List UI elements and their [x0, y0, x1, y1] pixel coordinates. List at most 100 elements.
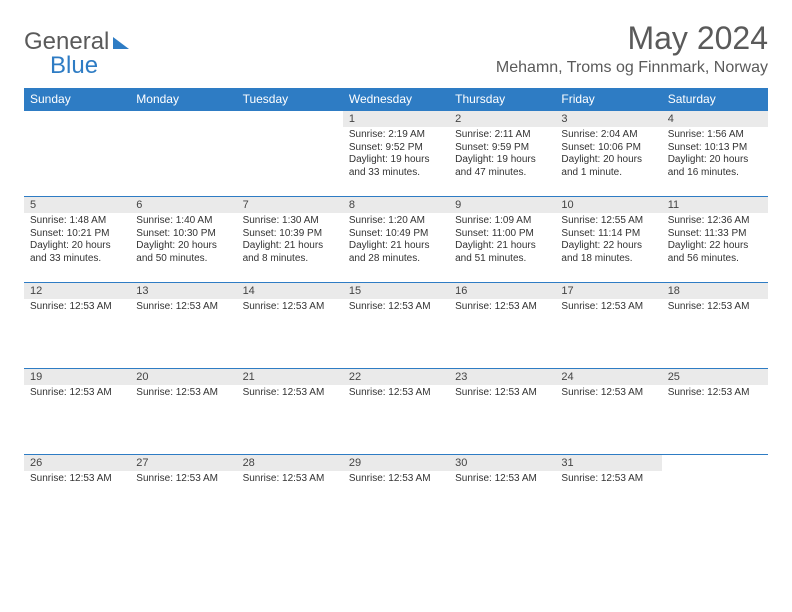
calendar-week-row: 26Sunrise: 12:53 AM27Sunrise: 12:53 AM28… [24, 455, 768, 541]
day-body: Sunrise: 12:53 AM [24, 299, 130, 318]
day-number: 12 [24, 283, 130, 299]
day-info-line: Sunrise: 12:53 AM [349, 301, 443, 314]
day-body: Sunrise: 1:40 AMSunset: 10:30 PMDaylight… [130, 213, 236, 269]
calendar-week-row: 12Sunrise: 12:53 AM13Sunrise: 12:53 AM14… [24, 283, 768, 369]
day-info-line: Daylight: 21 hours [349, 240, 443, 253]
day-body: Sunrise: 12:53 AM [130, 299, 236, 318]
day-number: 7 [237, 197, 343, 213]
day-info-line: Sunrise: 12:53 AM [136, 473, 230, 486]
day-number: 17 [555, 283, 661, 299]
day-info-line: and 47 minutes. [455, 167, 549, 180]
day-number: 24 [555, 369, 661, 385]
day-info-line: Sunrise: 1:56 AM [668, 129, 762, 142]
calendar-week-row: 5Sunrise: 1:48 AMSunset: 10:21 PMDayligh… [24, 197, 768, 283]
day-body: Sunrise: 1:30 AMSunset: 10:39 PMDaylight… [237, 213, 343, 269]
day-body: Sunrise: 12:53 AM [130, 471, 236, 490]
day-info-line: Sunrise: 12:36 AM [668, 215, 762, 228]
title-block: May 2024 Mehamn, Troms og Finnmark, Norw… [496, 20, 768, 77]
day-info-line: Daylight: 20 hours [136, 240, 230, 253]
day-body: Sunrise: 12:53 AM [237, 299, 343, 318]
calendar-day-cell: 6Sunrise: 1:40 AMSunset: 10:30 PMDayligh… [130, 197, 236, 283]
day-number: 31 [555, 455, 661, 471]
day-info-line: and 51 minutes. [455, 253, 549, 266]
day-info-line: Sunrise: 12:53 AM [243, 387, 337, 400]
day-info-line: Sunrise: 1:09 AM [455, 215, 549, 228]
day-info-line: Sunset: 10:06 PM [561, 142, 655, 155]
day-info-line: Sunrise: 12:53 AM [455, 473, 549, 486]
day-body: Sunrise: 1:56 AMSunset: 10:13 PMDaylight… [662, 127, 768, 183]
day-number: 13 [130, 283, 236, 299]
day-info-line: Daylight: 21 hours [455, 240, 549, 253]
calendar-day-cell: 18Sunrise: 12:53 AM [662, 283, 768, 369]
calendar-week-row: 19Sunrise: 12:53 AM20Sunrise: 12:53 AM21… [24, 369, 768, 455]
day-info-line: Daylight: 22 hours [561, 240, 655, 253]
day-info-line: Sunset: 10:13 PM [668, 142, 762, 155]
weekday-header-row: SundayMondayTuesdayWednesdayThursdayFrid… [24, 88, 768, 111]
weekday-header-cell: Sunday [24, 88, 130, 111]
day-body: Sunrise: 12:53 AM [237, 385, 343, 404]
day-body [662, 459, 768, 465]
day-number: 1 [343, 111, 449, 127]
day-body: Sunrise: 12:53 AM [449, 385, 555, 404]
day-info-line: Sunrise: 12:53 AM [561, 473, 655, 486]
day-number: 6 [130, 197, 236, 213]
calendar-day-cell: 3Sunrise: 2:04 AMSunset: 10:06 PMDayligh… [555, 111, 661, 197]
day-info-line: Sunrise: 2:04 AM [561, 129, 655, 142]
day-info-line: Sunset: 9:59 PM [455, 142, 549, 155]
calendar-day-cell: 11Sunrise: 12:36 AMSunset: 11:33 PMDayli… [662, 197, 768, 283]
calendar-day-cell: 8Sunrise: 1:20 AMSunset: 10:49 PMDayligh… [343, 197, 449, 283]
day-info-line: Sunset: 11:14 PM [561, 228, 655, 241]
day-body: Sunrise: 12:53 AM [24, 385, 130, 404]
day-number: 29 [343, 455, 449, 471]
calendar-day-cell: 31 Sunrise: 12:53 AM [555, 455, 661, 541]
day-number: 26 [24, 455, 130, 471]
day-info-line: Sunrise: 12:53 AM [243, 473, 337, 486]
calendar-day-cell: 30 Sunrise: 12:53 AM [449, 455, 555, 541]
day-info-line: Sunrise: 12:53 AM [561, 301, 655, 314]
calendar-day-cell: 29 Sunrise: 12:53 AM [343, 455, 449, 541]
calendar-day-cell: 4Sunrise: 1:56 AMSunset: 10:13 PMDayligh… [662, 111, 768, 197]
day-number: 27 [130, 455, 236, 471]
day-info-line: Sunrise: 12:53 AM [30, 387, 124, 400]
calendar-day-cell: 7Sunrise: 1:30 AMSunset: 10:39 PMDayligh… [237, 197, 343, 283]
calendar-day-cell: 2Sunrise: 2:11 AMSunset: 9:59 PMDaylight… [449, 111, 555, 197]
day-number: 14 [237, 283, 343, 299]
day-number: 15 [343, 283, 449, 299]
calendar-day-cell [130, 111, 236, 197]
calendar-day-cell [237, 111, 343, 197]
day-info-line: Sunrise: 1:40 AM [136, 215, 230, 228]
day-info-line: and 8 minutes. [243, 253, 337, 266]
month-title: May 2024 [496, 20, 768, 57]
day-body: Sunrise: 12:53 AM [449, 299, 555, 318]
location-subtitle: Mehamn, Troms og Finnmark, Norway [496, 59, 768, 77]
weekday-header-cell: Tuesday [237, 88, 343, 111]
calendar-day-cell [662, 455, 768, 541]
calendar-table: SundayMondayTuesdayWednesdayThursdayFrid… [24, 88, 768, 541]
day-info-line: and 56 minutes. [668, 253, 762, 266]
day-info-line: Sunrise: 12:53 AM [455, 387, 549, 400]
day-info-line: Sunset: 11:33 PM [668, 228, 762, 241]
day-number: 30 [449, 455, 555, 471]
day-body: Sunrise: 12:53 AM [662, 299, 768, 318]
day-body: Sunrise: 12:53 AM [555, 385, 661, 404]
brand-logo: General Blue [24, 20, 129, 80]
day-info-line: Daylight: 20 hours [668, 154, 762, 167]
day-number: 19 [24, 369, 130, 385]
day-info-line: Sunrise: 1:30 AM [243, 215, 337, 228]
day-body: Sunrise: 12:53 AM [449, 471, 555, 490]
weekday-header-cell: Saturday [662, 88, 768, 111]
day-number: 16 [449, 283, 555, 299]
day-number: 3 [555, 111, 661, 127]
brand-triangle-icon [113, 37, 129, 49]
day-info-line: Sunrise: 1:20 AM [349, 215, 443, 228]
day-info-line: Daylight: 21 hours [243, 240, 337, 253]
day-info-line: Sunrise: 12:53 AM [243, 301, 337, 314]
day-info-line: Sunrise: 12:53 AM [349, 473, 443, 486]
day-info-line: Sunset: 10:21 PM [30, 228, 124, 241]
day-info-line: and 28 minutes. [349, 253, 443, 266]
day-info-line: Sunrise: 2:11 AM [455, 129, 549, 142]
day-info-line: Sunrise: 12:53 AM [30, 473, 124, 486]
day-number: 18 [662, 283, 768, 299]
calendar-day-cell: 28Sunrise: 12:53 AM [237, 455, 343, 541]
calendar-day-cell: 15 Sunrise: 12:53 AM [343, 283, 449, 369]
